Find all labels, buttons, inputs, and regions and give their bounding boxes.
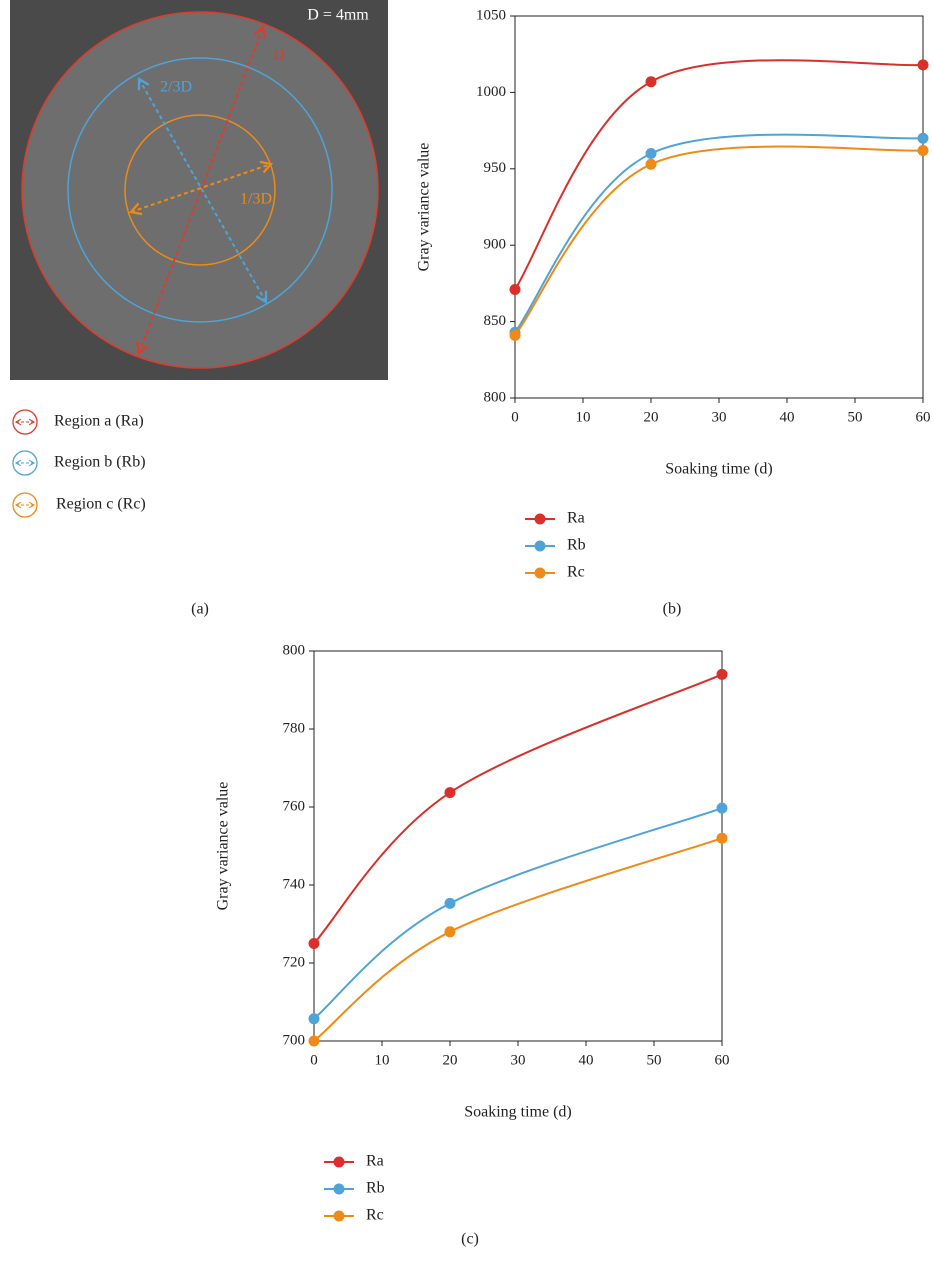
data-point [645,76,657,88]
y-tick-label: 1000 [476,84,506,100]
panel-label: (b) [663,601,682,618]
legend-label: Rb [366,1180,385,1197]
panel-label: (c) [461,1231,479,1248]
data-point [509,284,521,296]
data-point [444,926,456,938]
legend-marker [333,1156,345,1168]
legend-marker [534,513,546,525]
legend-icon [12,409,38,435]
legend-marker [534,540,546,552]
legend-label: Rb [567,537,586,554]
legend-marker [333,1183,345,1195]
data-point [645,148,657,160]
data-point [645,158,657,170]
legend-label: Ra [567,510,585,527]
y-axis-label: Gray variance value [215,782,232,911]
series-line [514,145,924,336]
legend-label: Ra [366,1153,384,1170]
y-tick-label: 850 [484,313,507,329]
x-tick-label: 50 [848,409,863,425]
x-tick-label: 20 [443,1052,458,1068]
x-tick-label: 50 [647,1052,662,1068]
legend-marker [333,1210,345,1222]
data-point [308,938,320,949]
x-tick-label: 40 [780,409,795,425]
x-tick-label: 10 [375,1052,390,1068]
y-tick-label: 740 [283,876,306,892]
data-point [308,1035,320,1047]
legend-label: Region c (Rc) [56,496,146,513]
data-point [917,144,929,156]
x-tick-label: 30 [511,1052,526,1068]
data-point [444,787,456,799]
legend-icon [12,492,38,518]
x-tick-label: 0 [511,409,519,425]
y-tick-label: 800 [283,642,306,658]
series-line [514,59,924,291]
panel-a: D = 4mm D 2/3D 1/3D Region a (Ra) Region… [10,0,388,618]
x-tick-label: 60 [715,1052,730,1068]
data-point [509,329,521,341]
data-point [444,897,456,909]
data-point [716,668,728,680]
diameter-arrow [128,160,274,216]
scale-label: D = 4mm [307,7,369,24]
diameter-label: 2/3D [160,79,192,96]
y-tick-label: 950 [484,160,507,176]
legend-label: Region b (Rb) [54,454,146,471]
data-point [308,1013,320,1025]
x-tick-label: 60 [916,409,931,425]
x-tick-label: 10 [576,409,591,425]
x-tick-label: 20 [644,409,659,425]
y-tick-label: 700 [283,1032,306,1048]
y-tick-label: 1050 [476,7,506,23]
data-point [716,802,728,814]
legend-label: Region a (Ra) [54,413,144,430]
y-tick-label: 800 [484,389,507,405]
diameter-label: 1/3D [240,191,272,208]
y-tick-label: 760 [283,798,306,814]
legend-marker [534,567,546,579]
series-line [313,807,723,1020]
x-tick-label: 0 [310,1052,318,1068]
series-line [313,837,723,1042]
region-a-circle [21,11,379,369]
panel-label: (a) [191,601,209,618]
x-axis-label: Soaking time (d) [665,461,773,478]
x-tick-label: 40 [579,1052,594,1068]
series-line [514,133,924,333]
legend-label: Rc [567,564,585,581]
data-point [716,832,728,844]
data-point [917,132,929,144]
y-tick-label: 720 [283,954,306,970]
plot-frame [514,15,924,399]
series-line [313,673,723,945]
x-tick-label: 30 [712,409,727,425]
data-point [917,59,929,71]
y-axis-label: Gray variance value [416,143,433,272]
y-tick-label: 900 [484,237,507,253]
legend-label: Rc [366,1207,384,1224]
legend-icon [12,450,38,476]
diameter-label: D [273,47,285,64]
x-axis-label: Soaking time (d) [464,1104,572,1121]
y-tick-label: 780 [283,720,306,736]
